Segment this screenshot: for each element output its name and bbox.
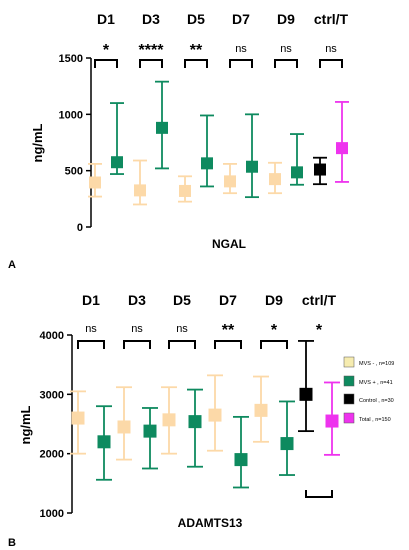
group-label: D7 [219,292,237,308]
group-label: D7 [232,11,250,27]
data-point-mvs [269,173,281,186]
data-point-mvs [254,403,268,417]
y-tick-label: 4000 [40,330,64,342]
significance-label: * [316,322,323,339]
y-tick-label: 1000 [59,109,83,121]
comparison-bracket [123,340,151,349]
y-tick-label: 1500 [59,53,83,65]
data-point-mvs [188,415,202,429]
data-point-mvs [179,184,191,197]
legend-swatch [343,356,355,368]
data-point-total [325,414,339,428]
chart-ngal: 0 500 1000 1500 NGAL ng/mL D1 * D3 **** D5 ** D7 ns D9… [30,11,349,251]
group-label: D5 [187,11,205,27]
significance-label: ns [325,43,337,55]
significance-label: * [103,42,110,59]
legend-item-label: MVS + , n=41 [359,380,393,386]
group-label: D3 [142,11,160,27]
significance-label: * [271,322,278,339]
data-point-mvs [291,166,303,179]
group-label: D1 [82,292,100,308]
x-axis-label: ADAMTS13 [178,516,243,530]
y-axis-label: ng/mL [30,123,45,162]
comparison-bracket [184,59,208,68]
significance-label: ns [131,323,143,335]
significance-label: ** [190,42,203,59]
legend-swatch [343,375,355,387]
data-point-mvs [201,157,213,170]
group-label: ctrl/T [302,292,337,308]
significance-label: ns [280,43,292,55]
data-point-mvs [71,411,85,425]
group-label: D1 [97,11,115,27]
group-label: D9 [277,11,295,27]
data-point-mvs [89,176,101,189]
y-tick-label: 2000 [40,449,64,461]
y-axis-label: ng/mL [18,405,33,444]
y-tick-label: 3000 [40,389,64,401]
chart-adamts13: 1000 2000 3000 4000 ADAMTS13 ng/mL D1 ns D3 ns D5 n… [18,292,340,530]
comparison-bracket [139,59,163,68]
panel-letter-a: A [8,259,16,271]
legend: MVS - , n=109 MVS + , n=41 Control , n=30 T… [343,356,394,424]
group-label: ctrl/T [314,11,349,27]
comparison-bracket [77,340,105,349]
data-point-mvs [234,453,248,467]
legend-swatch [343,412,355,424]
comparison-bracket [319,59,343,68]
legend-swatch [343,393,355,405]
x-axis-label: NGAL [212,237,246,251]
significance-label: ns [85,323,97,335]
y-tick-label: 500 [65,166,83,178]
data-point-mvs [143,424,157,438]
comparison-bracket [214,340,242,349]
data-point-mvs [224,175,236,188]
data-point-mvs [97,435,111,449]
y-tick-label: 1000 [40,508,64,520]
data-point-mvs [162,413,176,427]
data-point-total [336,142,348,155]
comparison-bracket [168,340,196,349]
y-tick-label: 0 [77,222,83,234]
significance-label: ns [176,323,188,335]
legend-item-label: MVS - , n=109 [359,361,394,367]
data-point-mvs [134,184,146,197]
panel-letter-b: B [8,537,16,549]
group-label: D5 [173,292,191,308]
data-point-control [299,387,313,401]
significance-label: **** [139,42,165,59]
group-label: D9 [265,292,283,308]
data-point-mvs [280,437,294,451]
significance-label: ** [222,322,235,339]
data-point-mvs [111,156,123,169]
significance-label: ns [235,43,247,55]
data-point-mvs [156,121,168,134]
legend-item-label: Total , n=150 [359,417,391,423]
legend-item-label: Control , n=30 [359,398,394,404]
data-point-mvs [208,408,222,422]
data-point-mvs [117,420,131,434]
comparison-bracket [260,340,288,349]
comparison-bracket [274,59,298,68]
comparison-bracket [229,59,253,68]
data-point-mvs [246,160,258,173]
comparison-bracket [94,59,118,68]
data-point-control [314,163,326,176]
group-label: D3 [128,292,146,308]
comparison-bracket-bottom [305,490,333,498]
